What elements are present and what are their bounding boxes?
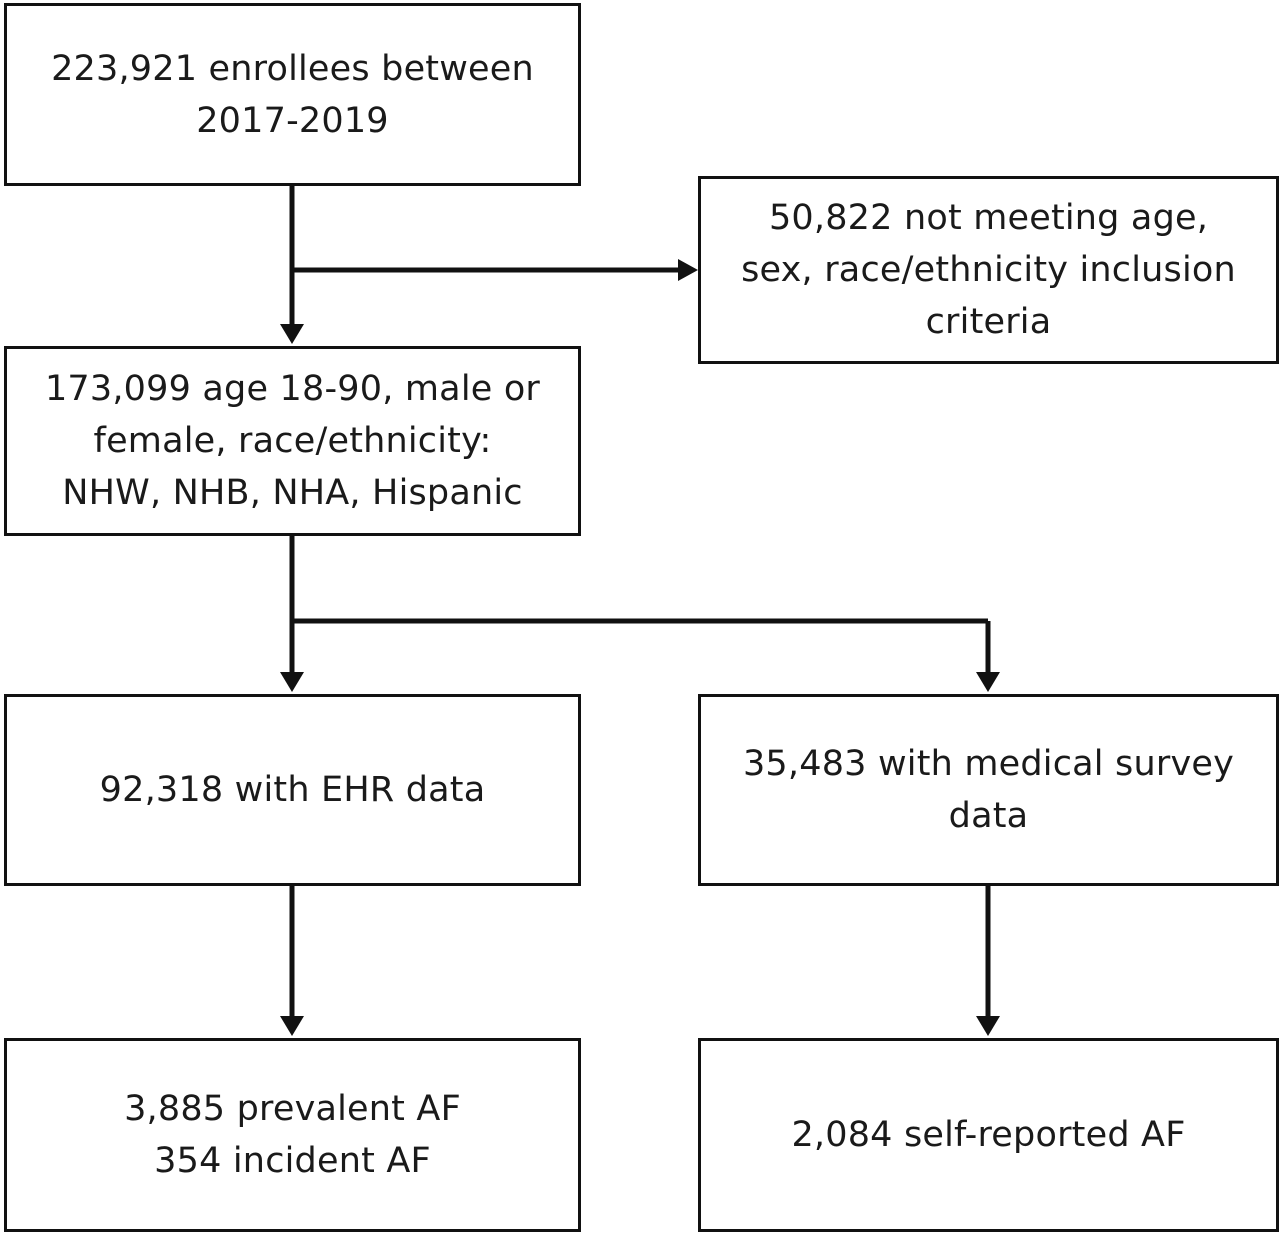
- ehr-data-box: 92,318 with EHR data: [4, 694, 581, 886]
- arrowhead-to-survey: [976, 672, 1000, 692]
- survey-af-line-1: 2,084 self-reported AF: [791, 1115, 1186, 1155]
- arrowhead-to-included: [280, 324, 304, 344]
- ehr-af-line-2: 354 incident AF: [154, 1141, 431, 1181]
- excluded-box: 50,822 not meeting age, sex, race/ethnic…: [698, 176, 1279, 364]
- enrollees-box: 223,921 enrollees between 2017-2019: [4, 3, 581, 186]
- ehr-af-line-1: 3,885 prevalent AF: [124, 1089, 461, 1129]
- arrowhead-to-excluded: [678, 259, 698, 281]
- arrowhead-to-survey-af: [976, 1016, 1000, 1036]
- enrollees-line-1: 223,921 enrollees between: [51, 48, 534, 89]
- excluded-line-2: sex, race/ethnicity inclusion: [741, 250, 1236, 290]
- enrollees-line-2: 2017-2019: [196, 100, 389, 141]
- survey-data-line-1: 35,483 with medical survey: [742, 744, 1235, 784]
- included-box: 173,099 age 18-90, male or female, race/…: [4, 346, 581, 536]
- arrowhead-to-ehr-af: [280, 1016, 304, 1036]
- ehr-data-line-1: 92,318 with EHR data: [99, 770, 486, 810]
- excluded-line-3: criteria: [925, 302, 1052, 342]
- ehr-af-box: 3,885 prevalent AF 354 incident AF: [4, 1038, 581, 1232]
- included-line-2: female, race/ethnicity:: [93, 421, 492, 461]
- survey-data-line-2: data: [948, 796, 1029, 836]
- survey-af-box: 2,084 self-reported AF: [698, 1038, 1279, 1232]
- included-line-1: 173,099 age 18-90, male or: [44, 369, 541, 409]
- survey-data-box: 35,483 with medical survey data: [698, 694, 1279, 886]
- arrowhead-to-ehr: [280, 672, 304, 692]
- included-line-3: NHW, NHB, NHA, Hispanic: [62, 473, 523, 513]
- excluded-line-1: 50,822 not meeting age,: [768, 198, 1209, 238]
